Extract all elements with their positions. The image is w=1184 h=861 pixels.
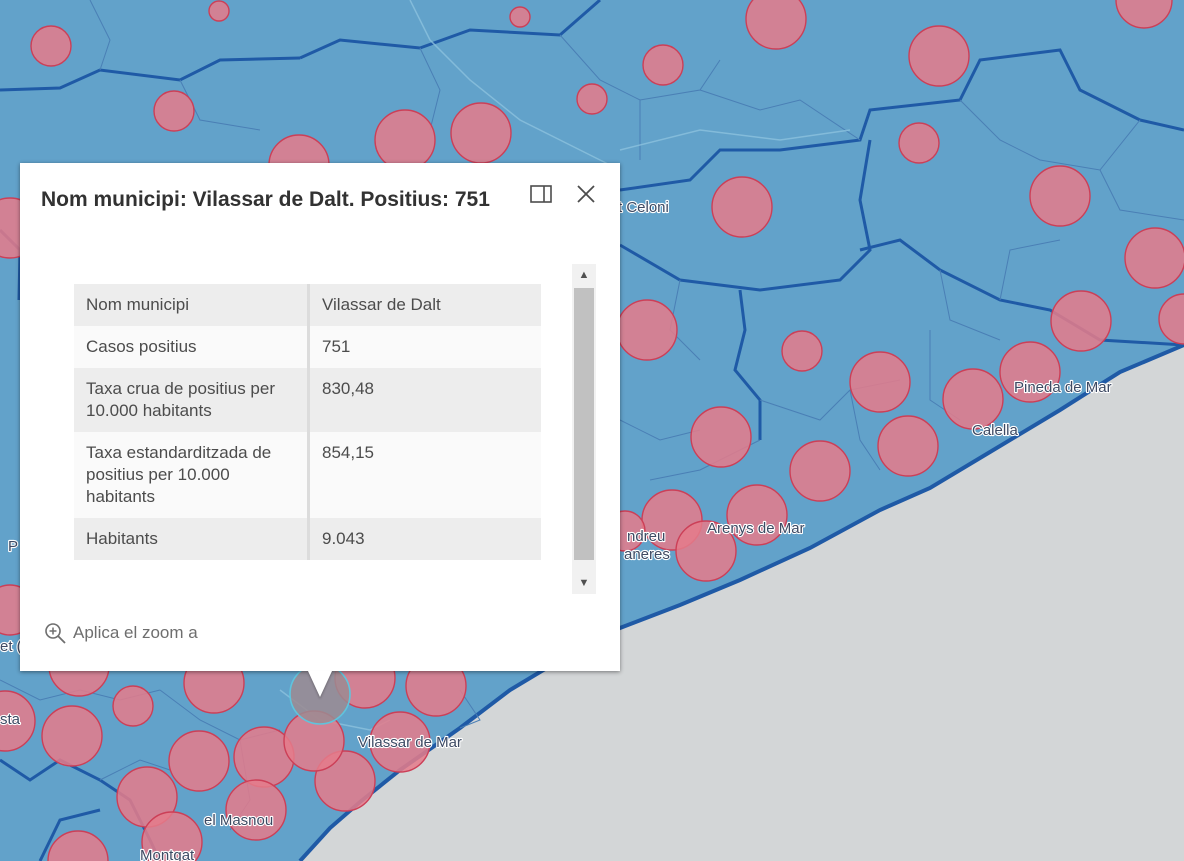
bubble[interactable]	[898, 122, 940, 164]
popup-scrollbar[interactable]: ▲ ▼	[572, 264, 596, 594]
bubble[interactable]	[942, 368, 1004, 430]
bubble[interactable]	[616, 299, 678, 361]
bubble[interactable]	[369, 711, 431, 773]
close-icon	[577, 185, 595, 203]
bubble[interactable]	[509, 6, 531, 28]
bubble[interactable]	[450, 102, 512, 164]
bubble[interactable]	[711, 176, 773, 238]
feature-popup: Nom municipi: Vilassar de Dalt. Positius…	[20, 163, 620, 671]
bubble[interactable]	[1115, 0, 1173, 29]
coastline	[298, 343, 1184, 861]
close-button[interactable]	[573, 181, 599, 207]
attribute-value: 751	[308, 326, 541, 368]
place-label: sta	[0, 711, 21, 728]
bubble[interactable]	[1124, 227, 1184, 289]
bubble[interactable]	[789, 440, 851, 502]
table-row: Taxa crua de positius per 10.000 habitan…	[74, 368, 541, 432]
zoom-to-label: Aplica el zoom a	[73, 623, 198, 642]
bubble[interactable]	[726, 484, 788, 546]
bubble[interactable]	[112, 685, 154, 727]
popup-pointer	[308, 671, 332, 697]
bubble[interactable]	[41, 705, 103, 767]
attribute-table: Nom municipi Vilassar de Dalt Casos positi…	[74, 284, 541, 560]
place-labels: t Celoni Pineda de Mar Calella Arenys de Ma…	[0, 198, 1113, 861]
bubble[interactable]	[849, 351, 911, 413]
attribute-value: Vilassar de Dalt	[308, 284, 541, 326]
scroll-down-arrow-icon[interactable]: ▼	[578, 577, 590, 589]
bubble[interactable]	[1158, 293, 1184, 345]
scroll-thumb[interactable]	[574, 288, 594, 560]
attribute-label: Taxa estandarditzada de positius per 10.…	[74, 432, 310, 518]
table-row: Taxa estandarditzada de positius per 10.…	[74, 432, 541, 518]
bubble[interactable]	[999, 341, 1061, 403]
bubble[interactable]	[30, 25, 72, 67]
bubble[interactable]	[168, 730, 230, 792]
bubble[interactable]	[576, 83, 608, 115]
attribute-label: Taxa crua de positius per 10.000 habitan…	[74, 368, 310, 432]
bubble[interactable]	[0, 690, 36, 752]
place-label: P	[8, 538, 18, 555]
bubble[interactable]	[690, 406, 752, 468]
bubble[interactable]	[374, 109, 436, 171]
place-label: aneres	[624, 546, 670, 563]
scroll-up-arrow-icon[interactable]: ▲	[578, 269, 590, 281]
bubble[interactable]	[675, 520, 737, 582]
table-row: Casos positius 751	[74, 326, 541, 368]
bubble[interactable]	[908, 25, 970, 87]
bubble[interactable]	[877, 415, 939, 477]
bubble[interactable]	[642, 44, 684, 86]
attribute-value: 9.043	[308, 518, 541, 560]
popup-content[interactable]: Nom municipi Vilassar de Dalt Casos positi…	[74, 284, 542, 560]
bubble[interactable]	[225, 779, 287, 841]
table-row: Habitants 9.043	[74, 518, 541, 560]
popup-title: Nom municipi: Vilassar de Dalt. Positius…	[41, 188, 490, 211]
place-label: Pineda de Mar	[1014, 379, 1112, 396]
attribute-label: Habitants	[74, 518, 310, 560]
dock-icon	[530, 185, 552, 203]
bubble[interactable]	[208, 0, 230, 22]
attribute-value: 854,15	[308, 432, 541, 518]
place-label: ndreu	[627, 528, 665, 545]
place-label: Arenys de Mar	[707, 520, 805, 537]
zoom-to-action[interactable]: Aplica el zoom a	[43, 619, 198, 647]
attribute-label: Nom municipi	[74, 284, 310, 326]
bubble[interactable]	[141, 811, 203, 861]
bubble[interactable]	[781, 330, 823, 372]
bubble[interactable]	[1029, 165, 1091, 227]
place-label: Vilassar de Mar	[358, 734, 462, 751]
bubble[interactable]	[153, 90, 195, 132]
place-label: t Celoni	[618, 199, 669, 216]
dock-button[interactable]	[528, 181, 554, 207]
zoom-in-icon	[45, 623, 66, 644]
place-label: et (	[0, 638, 22, 655]
bubble[interactable]	[745, 0, 807, 50]
attribute-label: Casos positius	[74, 326, 310, 368]
bubble[interactable]	[1050, 290, 1112, 352]
place-label: Calella	[972, 422, 1019, 439]
bubble[interactable]	[47, 830, 109, 861]
attribute-value: 830,48	[308, 368, 541, 432]
place-label: el Masnou	[204, 812, 273, 829]
place-label: Montgat	[140, 847, 195, 861]
table-row: Nom municipi Vilassar de Dalt	[74, 284, 541, 326]
